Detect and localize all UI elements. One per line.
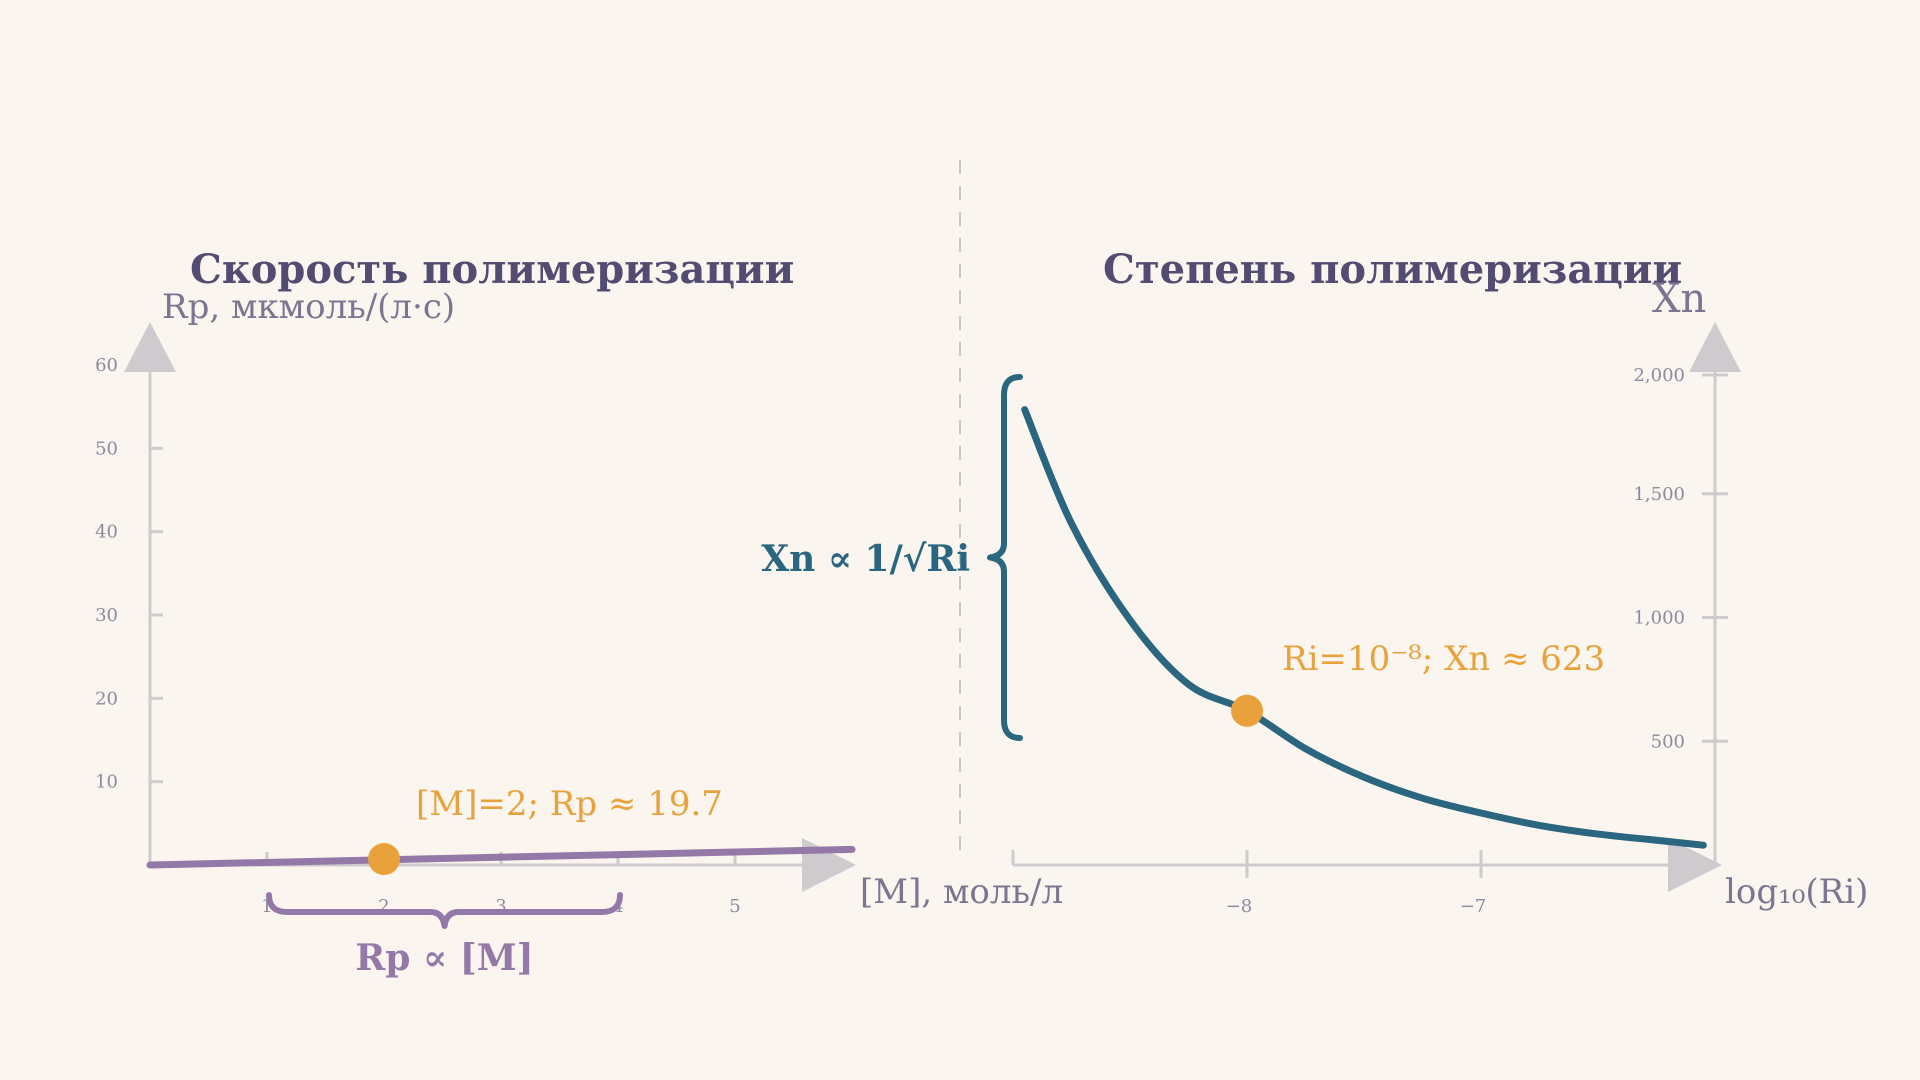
right-x-axis-arrow: [1668, 838, 1722, 892]
left-brace: [266, 892, 623, 929]
right-highlight-point: [1231, 694, 1263, 727]
left-x-tick-label: 3: [495, 896, 506, 917]
right-x-tick-label: −8: [1226, 896, 1253, 917]
left-x-tick-label: 1: [261, 896, 272, 917]
left-y-tick-label: 40: [95, 522, 118, 543]
left-y-tick-label: 60: [95, 355, 118, 376]
right-x-tick-label: −7: [1460, 896, 1487, 917]
right-brace-formula: Xn ∝ 1/√Ri: [761, 538, 970, 580]
left-highlight-label: [M]=2; Rp ≈ 19.7: [416, 784, 723, 824]
right-y-tick-label: 1,500: [1633, 484, 1685, 505]
right-brace: [987, 374, 1023, 741]
left-y-tick-label: 30: [95, 605, 118, 626]
left-highlight-point: [368, 843, 400, 875]
right-highlight-label: Ri=10⁻⁸; Xn ≈ 623: [1282, 639, 1605, 679]
left-chart-title: Скорость полимеризации: [190, 246, 794, 293]
left-x-tick-label: 2: [378, 896, 389, 917]
right-y-axis-arrow: [1689, 322, 1741, 372]
left-y-tick-label: 20: [95, 688, 118, 709]
right-y-tick-label: 500: [1651, 731, 1685, 752]
left-y-tick-label: 50: [95, 438, 118, 459]
right-chart-title: Степень полимеризации: [1103, 246, 1682, 293]
right-y-tick-label: 1,000: [1633, 608, 1685, 629]
right-y-axis-label: Xn: [1652, 276, 1706, 322]
left-series-line: [146, 845, 856, 869]
left-x-axis-label: [M], моль/л: [860, 872, 1063, 912]
left-y-axis-label: Rp, мкмоль/(л·с): [162, 287, 455, 327]
left-y-axis-arrow: [124, 322, 176, 372]
left-chart: Скорость полимеризации Rp, мкмоль/(л·с) …: [95, 246, 1063, 979]
left-x-tick-label: 5: [729, 896, 740, 917]
left-brace-formula: Rp ∝ [M]: [355, 937, 533, 979]
right-x-axis-label: log₁₀(Ri): [1725, 872, 1868, 912]
left-y-tick-label: 10: [95, 772, 118, 793]
right-y-tick-label: 2,000: [1633, 365, 1685, 386]
right-chart: Степень полимеризации Xn log₁₀(Ri) 500 1,…: [761, 246, 1868, 917]
right-series-curve: [1021, 406, 1707, 849]
